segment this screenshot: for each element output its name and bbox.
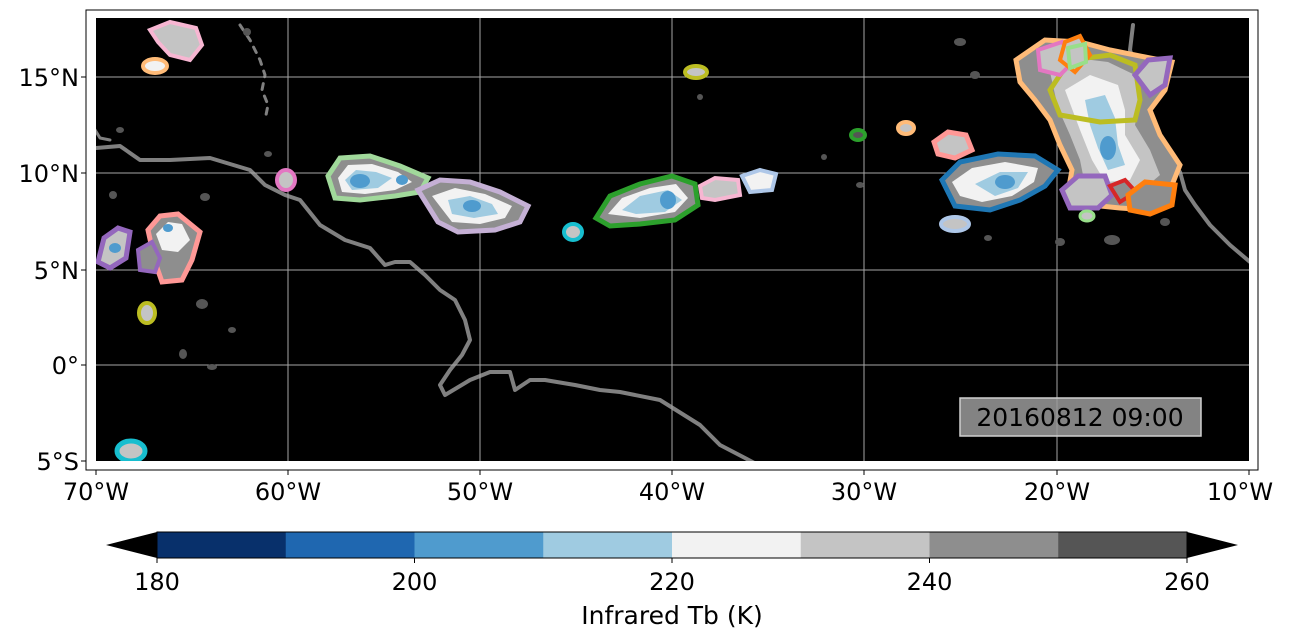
cloud-system: [739, 167, 779, 195]
cloud-system: [939, 215, 971, 233]
lat-tick-label: 5°S: [36, 448, 79, 476]
cloud-system: [141, 57, 169, 75]
cloud-system: [146, 19, 205, 63]
cloud-system: [562, 222, 584, 242]
cloud-system: [414, 177, 532, 235]
colorbar-extend-low: [106, 532, 157, 558]
cloud-system: [1013, 33, 1183, 223]
cloud-system: [896, 120, 916, 136]
colorbar-tick-label: 260: [1164, 568, 1210, 596]
coastline-south-america: [96, 144, 755, 461]
cloud-system: [592, 173, 701, 229]
colorbar-tick-label: 220: [649, 568, 695, 596]
cloud-system: [683, 64, 709, 80]
cloud-systems: [96, 19, 1183, 461]
lon-tick-labels: 70°W 60°W 50°W 40°W 30°W 20°W 10°W: [63, 478, 1273, 506]
lat-tick-marks: [81, 76, 86, 462]
lon-tick-label: 50°W: [447, 478, 513, 506]
colorbar: 180 200 220 240 260 Infrared Tb (K): [106, 531, 1238, 630]
colorbar-bin: [929, 532, 1059, 558]
cloud-system: [137, 301, 157, 325]
lat-tick-label: 0°: [52, 352, 79, 380]
lat-tick-label: 10°N: [19, 160, 80, 188]
timestamp-label: 20160812 09:00: [976, 403, 1183, 432]
colorbar-label: Infrared Tb (K): [581, 601, 763, 630]
lat-tick-label: 5°N: [34, 257, 79, 285]
colorbar-tick-label: 240: [907, 568, 953, 596]
cloud-system: [96, 211, 203, 285]
colorbar-extend-high: [1187, 532, 1238, 558]
colorbar-bin: [157, 532, 287, 558]
colorbar-bin: [414, 532, 544, 558]
lon-tick-label: 30°W: [831, 478, 897, 506]
cloud-system: [697, 175, 743, 203]
colorbar-bin: [285, 532, 415, 558]
scattered-clouds: [109, 28, 1170, 370]
lat-tick-labels: 15°N 10°N 5°N 0° 5°S: [19, 64, 80, 476]
cloud-system: [275, 168, 297, 192]
coastline-islands-1: [238, 23, 270, 122]
cloud-system: [938, 151, 1062, 213]
colorbar-tick-label: 180: [134, 568, 180, 596]
cloud-system: [849, 128, 867, 142]
colorbar-bin: [1058, 532, 1188, 558]
lon-tick-label: 20°W: [1024, 478, 1090, 506]
colorbar-tick-label: 200: [392, 568, 438, 596]
lon-tick-label: 10°W: [1207, 478, 1273, 506]
colorbar-bin: [800, 532, 930, 558]
lat-tick-label: 15°N: [19, 64, 80, 92]
colorbar-bins: [157, 532, 1188, 558]
coastline-islands-2: [96, 128, 112, 142]
lon-tick-label: 40°W: [639, 478, 705, 506]
colorbar-bin: [672, 532, 802, 558]
timestamp-box: 20160812 09:00: [959, 397, 1202, 437]
lon-tick-marks: [95, 470, 1250, 475]
map-layer: [96, 18, 1249, 461]
cloud-system: [931, 129, 976, 161]
lon-tick-label: 60°W: [255, 478, 321, 506]
lon-tick-label: 70°W: [63, 478, 129, 506]
colorbar-tick-marks: [156, 558, 1188, 563]
colorbar-bin: [543, 532, 673, 558]
cloud-system: [114, 438, 148, 461]
